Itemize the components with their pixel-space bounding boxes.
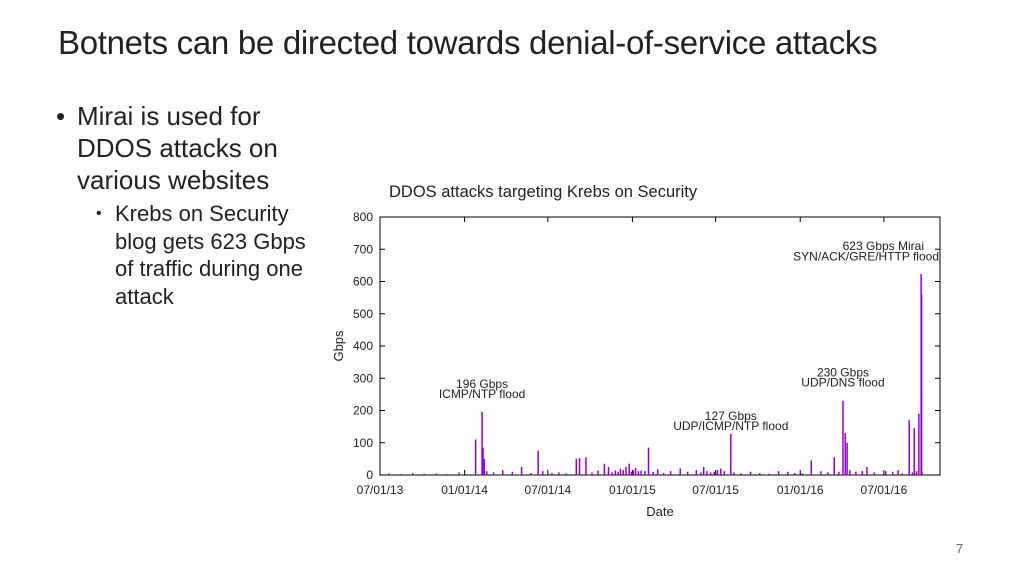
x-tick-label: 01/01/16	[777, 483, 824, 497]
y-tick-label: 500	[353, 307, 373, 321]
y-tick-label: 100	[353, 436, 373, 450]
x-tick-label: 07/01/15	[692, 483, 739, 497]
bullet-glyph: •	[96, 205, 102, 222]
annotation-label: 623 Gbps Mirai	[843, 239, 924, 253]
chart-caption: DDOS attacks targeting Krebs on Security	[389, 183, 698, 201]
y-tick-label: 300	[353, 371, 373, 385]
annotation-label: SYN/ACK/GRE/HTTP flood	[793, 250, 939, 264]
y-tick-label: 200	[353, 404, 373, 418]
slide-title: Botnets can be directed towards denial-o…	[58, 24, 878, 61]
y-tick-label: 400	[353, 339, 373, 353]
annotation-label: UDP/ICMP/NTP flood	[673, 419, 788, 433]
annotation-label: 127 Gbps	[705, 409, 757, 423]
annotation-label: ICMP/NTP flood	[439, 387, 525, 401]
y-tick-label: 700	[353, 242, 373, 256]
bullet-main-text: Mirai is used for DDOS attacks on variou…	[77, 101, 278, 195]
y-tick-label: 800	[353, 210, 373, 224]
x-tick-label: 01/01/15	[609, 483, 656, 497]
x-tick-label: 07/01/13	[357, 483, 404, 497]
bullet-sub: • Krebs on Security blog gets 623 Gbps o…	[96, 200, 326, 310]
bullet-sub-text: Krebs on Security blog gets 623 Gbps of …	[115, 201, 306, 309]
y-tick-label: 600	[353, 275, 373, 289]
ddos-chart: 0 100 200 300 400 500 600 700 800 07/01/13 01/01/1…	[331, 210, 941, 519]
bullet-list: • Mirai is used for DDOS attacks on vari…	[56, 100, 326, 310]
annotation-label: 196 Gbps	[456, 377, 508, 391]
x-tick-label: 07/01/16	[861, 483, 908, 497]
bullet-main: • Mirai is used for DDOS attacks on vari…	[56, 100, 326, 196]
bullet-glyph: •	[56, 101, 66, 131]
page-number: 7	[956, 541, 964, 556]
y-axis-label: Gbps	[331, 330, 346, 362]
y-tick-label: 0	[366, 468, 373, 482]
x-axis-label: Date	[646, 504, 673, 519]
annotation-label: UDP/DNS flood	[801, 375, 884, 389]
x-tick-label: 01/01/14	[441, 483, 488, 497]
x-tick-label: 07/01/14	[524, 483, 571, 497]
annotation-label: 230 Gbps	[817, 366, 869, 380]
